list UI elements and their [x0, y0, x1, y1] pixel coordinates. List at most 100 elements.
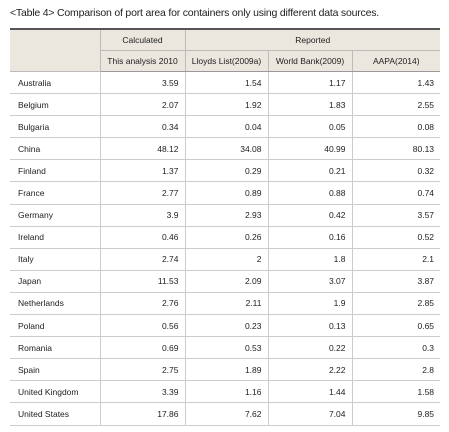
data-table: Calculated Reported This analysis 2010 L…	[10, 28, 441, 426]
value-cell: 2	[184, 248, 268, 271]
group-header: Calculated	[99, 29, 186, 51]
value-cell: 1.44	[267, 380, 352, 404]
country-cell: United Kingdom	[10, 380, 100, 404]
country-cell: Australia	[10, 71, 100, 95]
value-cell: 1.16	[184, 380, 268, 404]
table-row: Poland 0.56 0.23 0.13 0.65	[10, 314, 441, 338]
header-row: This analysis 2010 Lloyds List(2009a) Wo…	[10, 50, 441, 72]
table-row: United States 17.86 7.62 7.04 9.85	[10, 402, 441, 426]
table-row: Japan 11.53 2.09 3.07 3.87	[10, 270, 441, 293]
table-row: Italy 2.74 2 1.8 2.1	[10, 248, 441, 271]
value-cell: 3.59	[99, 71, 185, 95]
value-cell: 0.26	[184, 226, 268, 249]
value-cell: 0.42	[267, 204, 352, 227]
value-cell: 2.74	[99, 248, 185, 271]
country-cell: Bulgaria	[10, 115, 100, 139]
value-cell: 0.52	[351, 226, 441, 249]
value-cell: 2.85	[351, 292, 441, 316]
column-header: AAPA(2014)	[351, 50, 441, 72]
value-cell: 0.89	[184, 181, 268, 205]
value-cell: 2.22	[267, 358, 352, 382]
table-body: Australia 3.59 1.54 1.17 1.43 Belgium 2.07 1.92…	[10, 71, 441, 426]
value-cell: 2.77	[99, 181, 185, 205]
country-cell: Italy	[10, 248, 100, 271]
value-cell: 1.83	[267, 93, 352, 117]
value-cell: 9.85	[351, 402, 441, 426]
value-cell: 80.13	[351, 137, 441, 161]
value-cell: 0.04	[184, 115, 268, 139]
value-cell: 3.57	[351, 204, 441, 227]
country-cell: Ireland	[10, 226, 100, 249]
country-cell: United States	[10, 402, 100, 426]
column-header: World Bank(2009)	[267, 50, 353, 72]
country-cell: Spain	[10, 358, 100, 382]
corner-cell	[10, 29, 101, 72]
value-cell: 0.32	[351, 159, 441, 183]
value-cell: 0.08	[351, 115, 441, 139]
value-cell: 1.37	[99, 159, 185, 183]
country-cell: China	[10, 137, 100, 161]
country-cell: Japan	[10, 270, 100, 293]
value-cell: 48.12	[99, 137, 185, 161]
value-cell: 3.07	[267, 270, 352, 293]
value-cell: 3.9	[99, 204, 185, 227]
value-cell: 2.09	[184, 270, 268, 293]
value-cell: 0.34	[99, 115, 185, 139]
value-cell: 17.86	[99, 402, 185, 426]
country-cell: Finland	[10, 159, 100, 183]
table-row: Belgium 2.07 1.92 1.83 2.55	[10, 93, 441, 117]
country-cell: Poland	[10, 314, 100, 338]
column-header: Lloyds List(2009a)	[184, 50, 269, 72]
value-cell: 0.16	[267, 226, 352, 249]
value-cell: 2.93	[184, 204, 268, 227]
country-cell: Romania	[10, 336, 100, 360]
value-cell: 0.13	[267, 314, 352, 338]
table-row: Netherlands 2.76 2.11 1.9 2.85	[10, 292, 441, 316]
table-row: Australia 3.59 1.54 1.17 1.43	[10, 71, 441, 95]
value-cell: 2.55	[351, 93, 441, 117]
value-cell: 0.46	[99, 226, 185, 249]
value-cell: 34.08	[184, 137, 268, 161]
value-cell: 0.56	[99, 314, 185, 338]
value-cell: 40.99	[267, 137, 352, 161]
table-row: United Kingdom 3.39 1.16 1.44 1.58	[10, 380, 441, 404]
value-cell: 1.43	[351, 71, 441, 95]
value-cell: 0.23	[184, 314, 268, 338]
table-row: Spain 2.75 1.89 2.22 2.8	[10, 358, 441, 382]
value-cell: 0.53	[184, 336, 268, 360]
country-cell: Belgium	[10, 93, 100, 117]
value-cell: 0.74	[351, 181, 441, 205]
value-cell: 3.39	[99, 380, 185, 404]
value-cell: 1.9	[267, 292, 352, 316]
table-row: China 48.12 34.08 40.99 80.13	[10, 137, 441, 161]
country-cell: Germany	[10, 204, 100, 227]
value-cell: 1.54	[184, 71, 268, 95]
value-cell: 3.87	[351, 270, 441, 293]
value-cell: 1.58	[351, 380, 441, 404]
country-cell: France	[10, 181, 100, 205]
value-cell: 0.88	[267, 181, 352, 205]
value-cell: 2.07	[99, 93, 185, 117]
header-row: Calculated Reported	[10, 29, 441, 72]
value-cell: 2.11	[184, 292, 268, 316]
value-cell: 1.17	[267, 71, 352, 95]
value-cell: 11.53	[99, 270, 185, 293]
value-cell: 0.65	[351, 314, 441, 338]
table-row: Romania 0.69 0.53 0.22 0.3	[10, 336, 441, 360]
value-cell: 2.76	[99, 292, 185, 316]
value-cell: 7.04	[267, 402, 352, 426]
table-row: Germany 3.9 2.93 0.42 3.57	[10, 204, 441, 227]
table-title: <Table 4> Comparison of port area for co…	[10, 7, 380, 19]
table-row: France 2.77 0.89 0.88 0.74	[10, 181, 441, 205]
country-cell: Netherlands	[10, 292, 100, 316]
value-cell: 0.21	[267, 159, 352, 183]
table-row: Bulgaria 0.34 0.04 0.05 0.08	[10, 115, 441, 139]
value-cell: 0.3	[351, 336, 441, 360]
column-header: This analysis 2010	[100, 50, 186, 72]
group-header: Reported	[184, 29, 441, 51]
value-cell: 0.69	[99, 336, 185, 360]
value-cell: 1.89	[184, 358, 268, 382]
value-cell: 0.05	[267, 115, 352, 139]
value-cell: 0.29	[184, 159, 268, 183]
